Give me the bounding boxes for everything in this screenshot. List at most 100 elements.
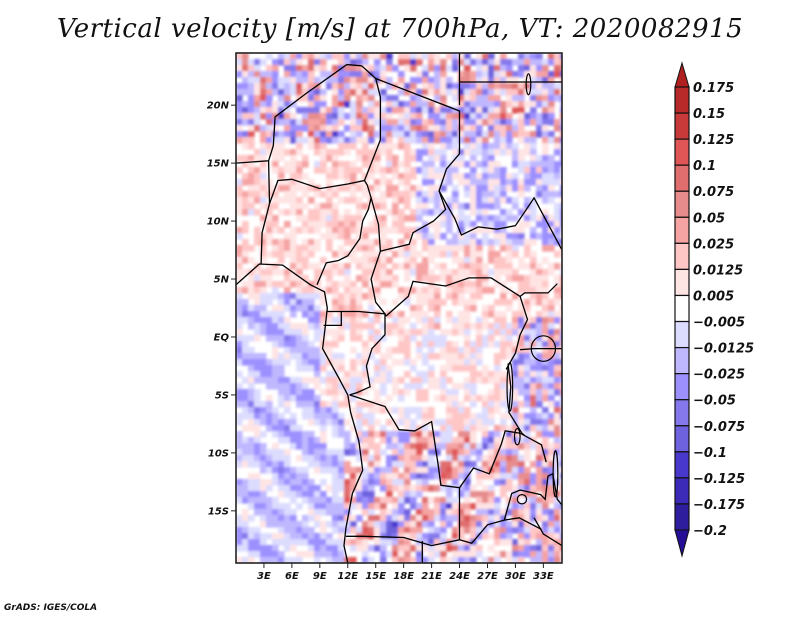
x-tick-label: 15E — [365, 571, 386, 582]
field-cell — [536, 215, 543, 222]
field-cell — [332, 389, 339, 396]
field-cell — [296, 185, 303, 192]
field-cell — [410, 473, 417, 480]
field-cell — [356, 335, 363, 342]
field-cell — [290, 59, 297, 66]
field-cell — [518, 65, 525, 72]
field-cell — [374, 89, 381, 96]
field-cell — [542, 107, 549, 114]
field-cell — [248, 347, 255, 354]
field-cell — [398, 539, 405, 546]
field-cell — [542, 59, 549, 66]
field-cell — [482, 191, 489, 198]
field-cell — [320, 59, 327, 66]
field-cell — [284, 323, 291, 330]
field-cell — [398, 509, 405, 516]
field-cell — [392, 545, 399, 552]
field-cell — [242, 269, 249, 276]
field-cell — [458, 413, 465, 420]
field-cell — [302, 497, 309, 504]
field-cell — [374, 347, 381, 354]
field-cell — [470, 191, 477, 198]
field-cell — [530, 257, 537, 264]
field-cell — [530, 377, 537, 384]
field-cell — [368, 443, 375, 450]
field-cell — [368, 263, 375, 270]
field-cell — [404, 125, 411, 132]
field-cell — [548, 107, 555, 114]
field-cell — [500, 173, 507, 180]
field-cell — [242, 491, 249, 498]
field-cell — [500, 221, 507, 228]
field-cell — [488, 395, 495, 402]
field-cell — [296, 89, 303, 96]
field-cell — [314, 437, 321, 444]
field-cell — [476, 281, 483, 288]
field-cell — [368, 485, 375, 492]
field-cell — [560, 419, 562, 426]
field-cell — [272, 449, 279, 456]
field-cell — [512, 545, 519, 552]
field-cell — [320, 527, 327, 534]
field-cell — [500, 341, 507, 348]
field-cell — [422, 119, 429, 126]
field-cell — [290, 431, 297, 438]
field-cell — [416, 293, 423, 300]
field-cell — [494, 203, 501, 210]
field-cell — [446, 53, 453, 60]
field-cell — [398, 113, 405, 120]
field-cell — [482, 527, 489, 534]
field-cell — [548, 179, 555, 186]
field-cell — [422, 89, 429, 96]
field-cell — [440, 425, 447, 432]
field-cell — [524, 305, 531, 312]
field-cell — [320, 221, 327, 228]
field-cell — [500, 281, 507, 288]
field-cell — [536, 359, 543, 366]
field-cell — [470, 503, 477, 510]
field-cell — [314, 497, 321, 504]
field-cell — [536, 425, 543, 432]
field-cell — [368, 149, 375, 156]
field-cell — [344, 419, 351, 426]
field-cell — [242, 197, 249, 204]
field-cell — [512, 455, 519, 462]
field-cell — [344, 395, 351, 402]
field-cell — [290, 71, 297, 78]
field-cell — [290, 443, 297, 450]
field-cell — [374, 497, 381, 504]
field-cell — [494, 401, 501, 408]
field-cell — [260, 467, 267, 474]
field-cell — [314, 407, 321, 414]
field-cell — [404, 227, 411, 234]
field-cell — [488, 101, 495, 108]
field-cell — [452, 497, 459, 504]
field-cell — [512, 101, 519, 108]
field-cell — [278, 425, 285, 432]
field-cell — [302, 203, 309, 210]
field-cell — [290, 389, 297, 396]
field-cell — [506, 527, 513, 534]
field-cell — [446, 227, 453, 234]
field-cell — [260, 557, 267, 563]
field-cell — [272, 413, 279, 420]
field-cell — [446, 245, 453, 252]
field-cell — [332, 329, 339, 336]
field-cell — [350, 395, 357, 402]
field-cell — [332, 65, 339, 72]
field-cell — [434, 185, 441, 192]
field-cell — [248, 269, 255, 276]
field-cell — [512, 83, 519, 90]
field-cell — [410, 455, 417, 462]
field-cell — [332, 413, 339, 420]
field-cell — [398, 449, 405, 456]
field-cell — [422, 311, 429, 318]
field-cell — [368, 239, 375, 246]
field-cell — [404, 257, 411, 264]
field-cell — [398, 479, 405, 486]
field-cell — [278, 173, 285, 180]
field-cell — [254, 431, 261, 438]
field-cell — [494, 95, 501, 102]
field-cell — [500, 227, 507, 234]
field-cell — [326, 83, 333, 90]
